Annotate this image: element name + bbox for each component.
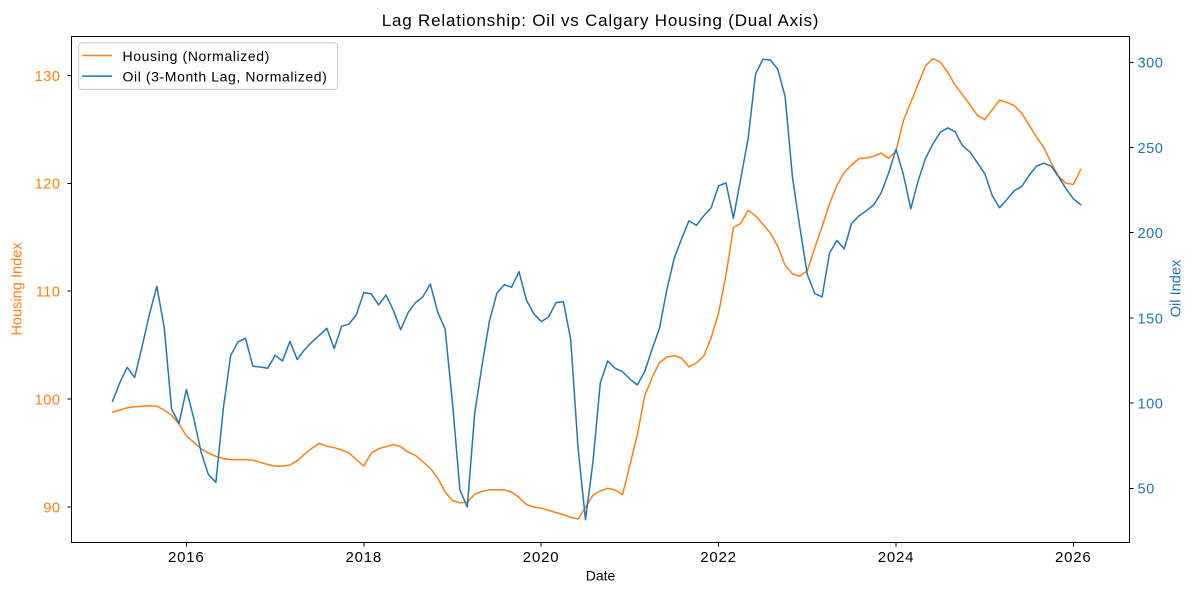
- svg-text:Lag Relationship: Oil vs Calga: Lag Relationship: Oil vs Calgary Housing…: [382, 11, 820, 30]
- svg-text:250: 250: [1138, 141, 1164, 157]
- svg-text:2022: 2022: [700, 549, 737, 566]
- svg-text:2024: 2024: [878, 549, 915, 566]
- svg-text:90: 90: [43, 501, 60, 517]
- svg-text:200: 200: [1138, 226, 1164, 242]
- svg-text:2020: 2020: [523, 549, 560, 566]
- svg-text:Oil (3-Month Lag, Normalized): Oil (3-Month Lag, Normalized): [123, 69, 328, 85]
- svg-text:100: 100: [35, 393, 61, 409]
- svg-text:2018: 2018: [346, 549, 383, 566]
- svg-text:130: 130: [35, 69, 61, 85]
- svg-text:110: 110: [36, 285, 61, 301]
- svg-text:2016: 2016: [168, 549, 205, 566]
- svg-text:120: 120: [35, 177, 61, 193]
- svg-text:100: 100: [1138, 397, 1164, 413]
- svg-text:Oil Index: Oil Index: [1169, 259, 1185, 317]
- svg-text:50: 50: [1138, 482, 1155, 498]
- svg-text:Housing Index: Housing Index: [10, 242, 26, 336]
- svg-text:Date: Date: [586, 568, 616, 584]
- svg-text:300: 300: [1138, 56, 1164, 72]
- svg-text:150: 150: [1138, 311, 1164, 327]
- svg-text:2026: 2026: [1055, 549, 1092, 566]
- svg-text:Housing (Normalized): Housing (Normalized): [123, 48, 270, 64]
